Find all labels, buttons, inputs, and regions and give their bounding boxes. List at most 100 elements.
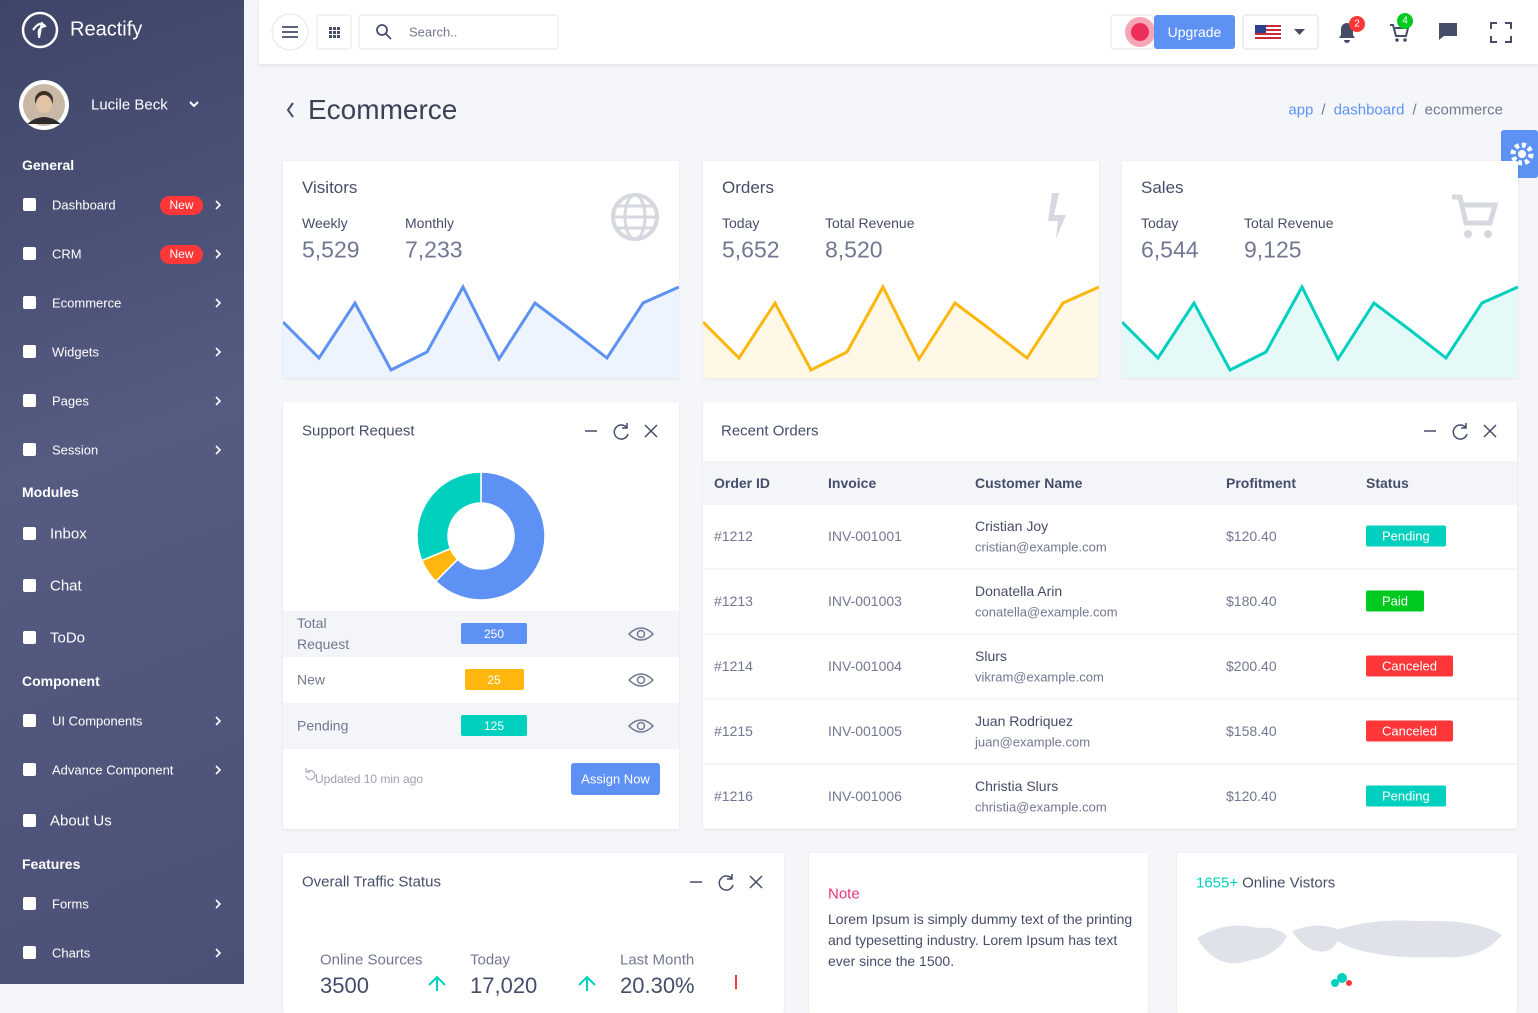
upgrade-button[interactable]: Upgrade [1167,24,1222,40]
search-placeholder[interactable]: Search.. [409,24,458,40]
metric-label: Weekly [302,215,348,231]
menu-item[interactable]: Chat [50,577,82,595]
breadcrumb-item[interactable]: app [1288,101,1314,119]
cart-count: 4 [1402,15,1408,27]
invoice: INV-001001 [828,528,902,544]
metric-label: Total Revenue [1244,215,1334,231]
sidebar-heading: Component [22,673,100,689]
metric-label: Today [722,215,760,231]
menu-item[interactable]: Ecommerce [52,295,122,311]
view-icon [627,627,655,641]
customer-email: juan@example.com [975,734,1091,750]
traffic-label: Today [470,951,511,969]
table-header: Status [1366,475,1409,491]
sparkline [283,283,679,372]
table-header: Order ID [714,475,771,491]
value-badge [461,715,527,736]
view-icon-pupil [636,675,646,685]
menu-item[interactable]: About Us [50,812,112,830]
stat-icon [1048,193,1066,239]
refresh-small [305,768,316,780]
sidebar-heading: Features [22,856,81,872]
card-title: Recent Orders [721,422,819,440]
sparkline [703,283,1099,372]
menu-icon [23,814,36,827]
menu-item[interactable]: Advance Component [52,762,174,778]
order-id: #1212 [714,528,753,544]
metric-value: 5,652 [722,236,780,263]
table-header: Invoice [828,475,877,491]
profit: $200.40 [1226,658,1277,674]
invoice: INV-001005 [828,723,902,739]
value-badge [465,669,524,690]
status-badge: Pending [1366,525,1446,547]
support-label: New [297,671,326,688]
support-label: Pending [297,717,349,734]
submenu-arrow [215,249,222,259]
menu-icon [23,198,36,211]
close-icon [644,424,658,438]
menu-icon [23,394,36,407]
order-id: #1215 [714,723,753,739]
map-marker [1346,980,1352,986]
value-badge [461,623,527,644]
orders-graphics [703,423,1517,829]
menu-item[interactable]: Inbox [50,525,87,543]
profit: $158.40 [1226,723,1277,739]
status-badge: Canceled [1366,720,1453,742]
submenu-arrow [215,347,222,357]
menu-item[interactable]: Charts [52,945,91,961]
submenu-arrow [215,948,222,958]
sidebar-heading: Modules [22,484,79,500]
refresh-icon [1452,423,1468,440]
menu-icon [23,579,36,592]
invoice: INV-001003 [828,593,902,609]
assign-button[interactable]: Assign Now [581,771,650,787]
trend-up [428,975,446,991]
refresh-icon [613,423,629,440]
menu-item[interactable]: ToDo [50,629,86,647]
note-text: Lorem Ipsum is simply dummy text of the … [828,911,1133,969]
menu-item[interactable]: Session [52,442,99,458]
assign-button-bg [571,763,660,795]
menu-icon [23,527,36,540]
sparkline-area [1122,287,1518,378]
menu-icon [23,631,36,644]
notification-count: 2 [1354,18,1360,30]
stat-icon [611,193,659,241]
metric-label: Total Revenue [825,215,915,231]
note-title: Note [828,885,860,903]
card-title: Support Request [302,422,415,440]
menu-item[interactable]: UI Components [52,713,143,729]
menu-icon [23,345,36,358]
menu-item[interactable]: CRM [52,246,82,262]
customer-name: Slurs [975,648,1007,664]
stat-title: Orders [722,178,774,197]
customer-email: cristian@example.com [975,539,1107,555]
menu-icon [23,443,36,456]
menu-item[interactable]: Forms [52,896,89,912]
user-name[interactable]: Lucile Beck [91,96,168,114]
menu-item[interactable]: Pages [52,393,89,409]
visitors-card: 1655+ Online Vistors [1177,853,1517,1013]
customer-email: christia@example.com [975,799,1107,815]
breadcrumb-item[interactable]: dashboard [1333,101,1405,119]
view-icon [627,719,655,733]
donut-slice [416,471,482,562]
customer-name: Cristian Joy [975,518,1049,534]
status-badge: Pending [1366,785,1446,807]
support-label: Total Request [297,615,350,652]
menu-item[interactable]: Widgets [52,344,99,360]
menu-icon [23,763,36,776]
header: Search.. Upgrade 2 4 [259,0,1538,64]
customer-name: Juan Rodriquez [975,713,1074,729]
menu-item[interactable]: Dashboard [52,197,116,213]
order-id: #1216 [714,788,753,804]
map-marker [1337,973,1347,983]
submenu-arrow [215,396,222,406]
map-land [1197,920,1502,964]
traffic-value: 3500 [320,973,369,998]
card-title: Overall Traffic Status [302,873,441,891]
breadcrumb: app / dashboard / ecommerce [1288,102,1503,119]
traffic-label: Online Sources [320,951,423,969]
